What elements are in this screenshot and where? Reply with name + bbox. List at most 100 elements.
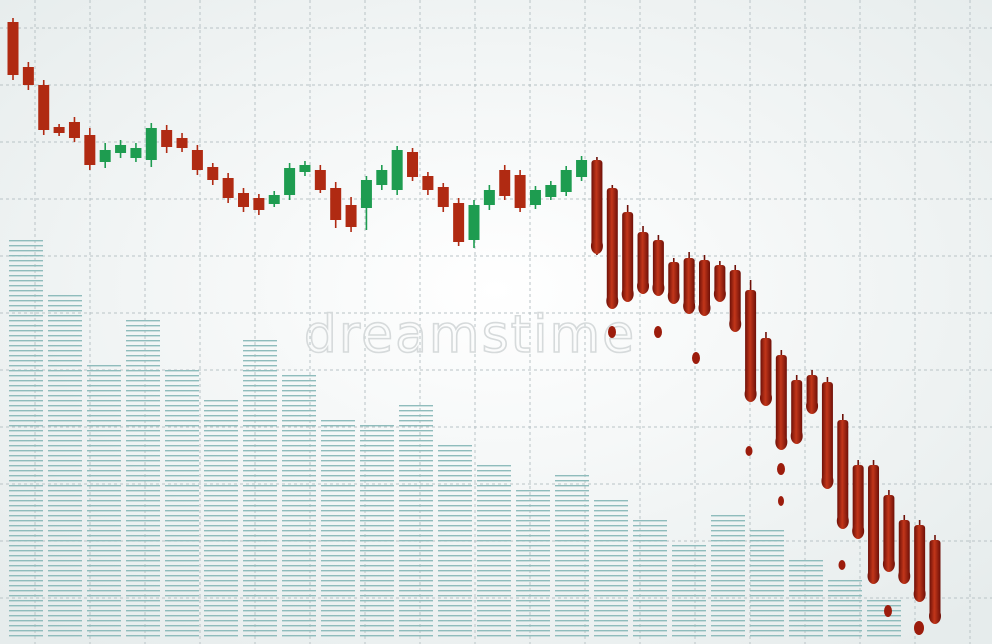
candle-body (560, 170, 572, 192)
volume-bar (48, 295, 82, 640)
candle-body (299, 165, 311, 172)
candle-body (760, 338, 772, 402)
candle-body (407, 152, 419, 177)
candle-body (914, 525, 926, 598)
candle-body (437, 187, 449, 207)
candle-body (68, 122, 80, 138)
volume-bar (399, 405, 433, 640)
volume-bar (750, 530, 784, 640)
drip-tip (698, 300, 711, 316)
volume-bar (87, 365, 121, 640)
volume-bar (165, 370, 199, 640)
volume-bar (477, 462, 511, 640)
candle-body (637, 232, 649, 290)
drip-tip (683, 298, 696, 314)
drop (778, 496, 784, 506)
candle-body (268, 195, 280, 204)
candle-body (821, 382, 833, 485)
candle-body (253, 198, 265, 210)
volume-bar (126, 320, 160, 640)
candle-body (238, 193, 249, 207)
drip-tip (898, 568, 911, 584)
candle-body (729, 270, 741, 328)
drip-tip (836, 513, 849, 529)
drip-tip (759, 390, 772, 406)
candle-body (330, 188, 342, 220)
drip-tip (790, 428, 803, 444)
drip-tip (606, 293, 619, 309)
volume-bar (321, 420, 355, 640)
candle-body (391, 150, 403, 190)
candle-body (115, 145, 127, 153)
volume-bar (633, 518, 667, 640)
candle-body (929, 540, 941, 620)
candle-body (191, 150, 203, 170)
drip-tip (775, 434, 788, 450)
drip-tip (652, 280, 665, 296)
candle-body (453, 203, 465, 242)
volume-bar (789, 560, 823, 640)
volume-bar (438, 445, 472, 640)
volume-bar (711, 512, 745, 640)
drop (654, 326, 662, 338)
drop (914, 621, 924, 635)
drip-tip (621, 286, 634, 302)
candle-body (99, 150, 111, 162)
volume-bar (516, 488, 550, 640)
candle-body (360, 180, 372, 208)
drop (745, 446, 753, 456)
candle-body (514, 175, 526, 208)
drops (608, 326, 924, 635)
drop (838, 560, 846, 570)
volume-bars (9, 240, 901, 640)
drip-tip (882, 556, 895, 572)
candle-body (883, 495, 895, 568)
volume-bar (204, 400, 238, 640)
candle-body (529, 190, 541, 205)
drip-tip (929, 608, 941, 624)
candle-body (38, 85, 50, 130)
drip-tip (867, 568, 880, 584)
volume-bar (555, 475, 589, 640)
drop (884, 605, 892, 617)
drip-tip (637, 278, 650, 294)
drip-tip (590, 238, 603, 254)
candle-body (837, 420, 849, 525)
candle-body (284, 168, 296, 195)
candle-body (130, 148, 142, 158)
candle-body (53, 127, 65, 133)
volume-bar (828, 580, 862, 640)
candle-body (468, 205, 480, 240)
candle-body (545, 185, 557, 197)
watermark: dreamstime (304, 305, 636, 365)
drip-tip (667, 288, 680, 304)
candle-body (314, 170, 326, 190)
candle-body (852, 465, 864, 535)
candle-body (161, 130, 173, 147)
candle-body (606, 188, 618, 305)
drop (777, 463, 785, 475)
candle-body (376, 170, 388, 185)
volume-bar (9, 240, 43, 640)
drop (692, 352, 700, 364)
drip-tip (713, 286, 726, 302)
candle-body (622, 212, 634, 298)
candle-body (791, 380, 803, 440)
volume-bar (282, 375, 316, 640)
candle-body (145, 128, 157, 160)
candle-body (576, 160, 588, 177)
candles (7, 18, 941, 624)
candle-body (222, 178, 234, 198)
candle-body (207, 167, 219, 180)
drip-tip (729, 316, 742, 332)
drip-tip (744, 386, 757, 402)
candle-body (683, 258, 695, 310)
candle-body (176, 138, 188, 148)
candle-body (745, 290, 757, 398)
volume-bar (672, 545, 706, 640)
volume-bar (243, 340, 277, 640)
candle-body (499, 170, 511, 196)
volume-bar (594, 500, 628, 640)
drip-tip (852, 523, 865, 539)
